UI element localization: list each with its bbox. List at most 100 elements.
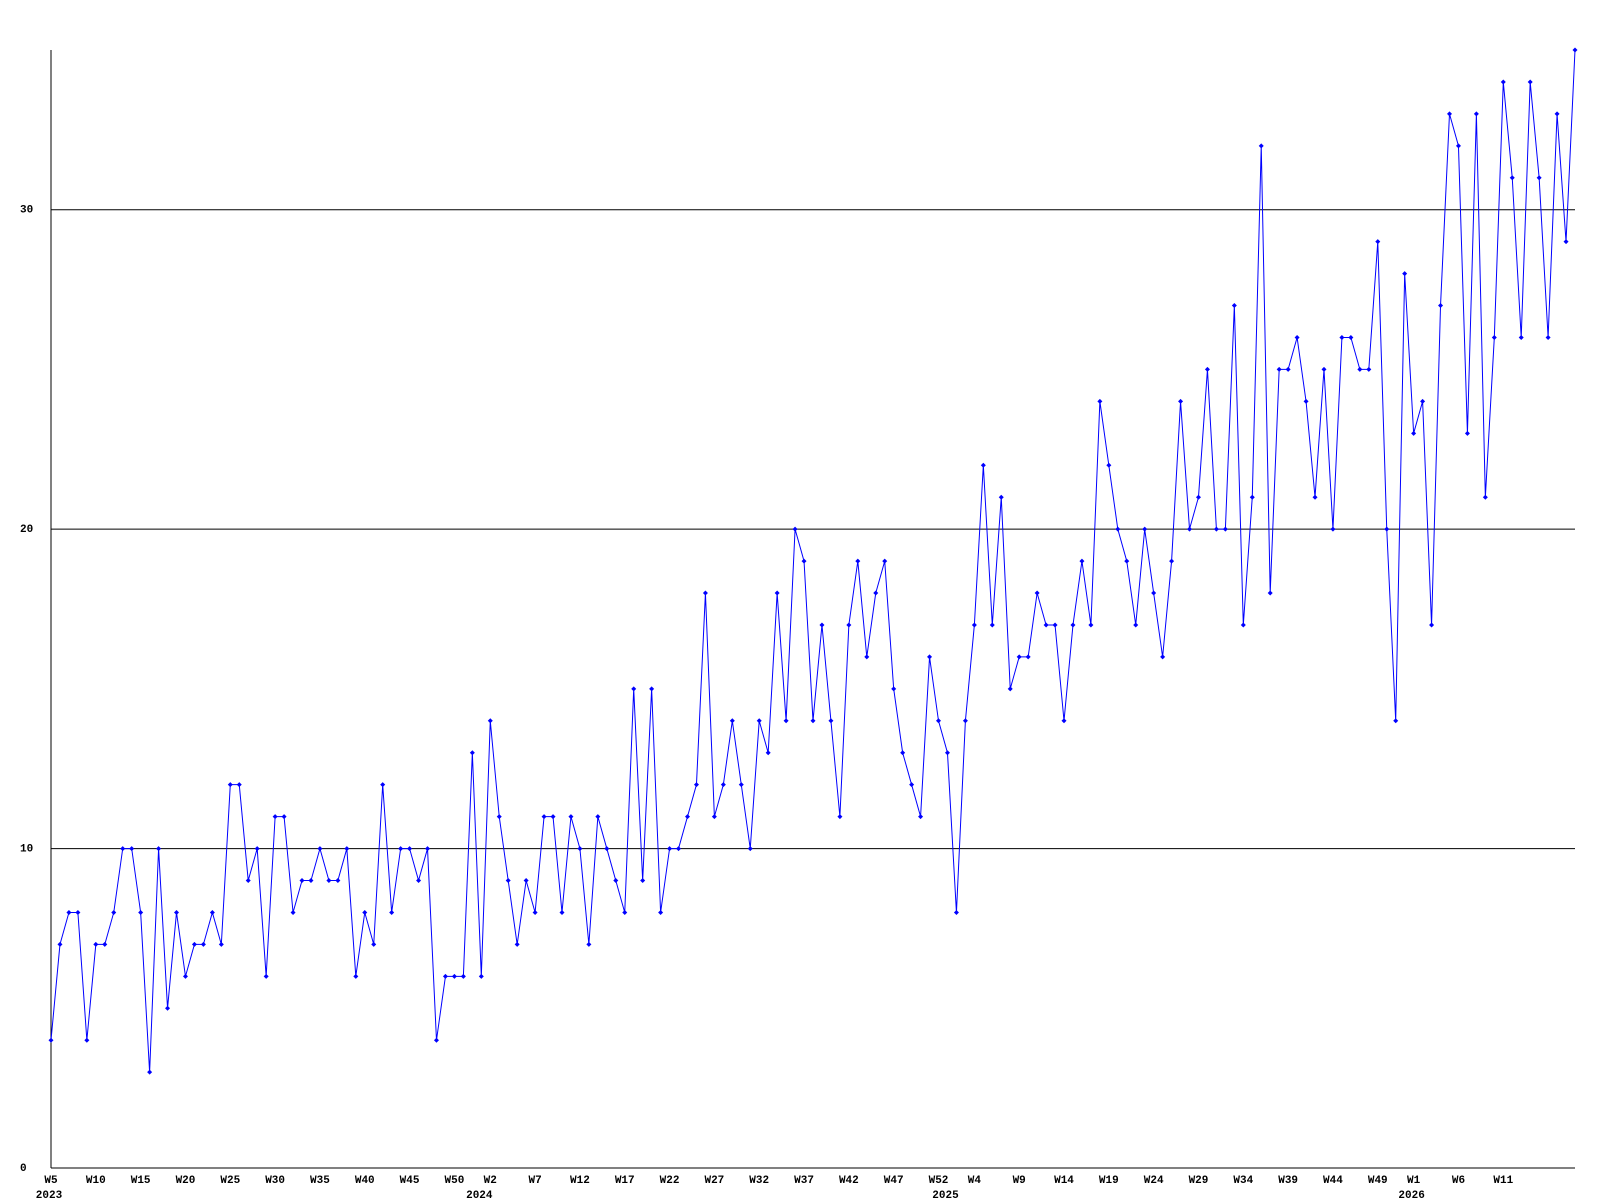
x-tick-label: W52 [929, 1175, 949, 1187]
data-point [1070, 622, 1076, 628]
data-point [1330, 526, 1336, 532]
x-tick-label: W22 [660, 1175, 680, 1187]
data-point [864, 654, 870, 660]
data-point [541, 814, 547, 820]
data-point [927, 654, 933, 660]
data-point [263, 973, 269, 979]
data-point [756, 718, 762, 724]
data-point [693, 782, 699, 788]
x-tick-label: W17 [615, 1175, 635, 1187]
data-point [147, 1069, 153, 1075]
data-point [120, 846, 126, 852]
data-point [1402, 271, 1408, 277]
data-point [738, 782, 744, 788]
data-point [344, 846, 350, 852]
data-point [1043, 622, 1049, 628]
data-point [1061, 718, 1067, 724]
data-point [792, 526, 798, 532]
x-tick-label: W32 [749, 1175, 769, 1187]
data-point [165, 1005, 171, 1011]
y-tick-label: 10 [20, 843, 33, 855]
data-point [998, 494, 1004, 500]
data-point [425, 846, 431, 852]
data-point [1446, 111, 1452, 117]
x-tick-label: W4 [968, 1175, 982, 1187]
data-point [649, 686, 655, 692]
data-point [971, 622, 977, 628]
data-point [1187, 526, 1193, 532]
data-point [774, 590, 780, 596]
x-tick-label: W24 [1144, 1175, 1164, 1187]
data-point [1007, 686, 1013, 692]
data-point [1527, 79, 1533, 85]
x-group-label: 2025 [932, 1190, 959, 1200]
data-point [550, 814, 556, 820]
data-point [855, 558, 861, 564]
data-point [371, 941, 377, 947]
data-point [1339, 334, 1345, 340]
data-point [1124, 558, 1130, 564]
data-point [1160, 654, 1166, 660]
data-point [66, 909, 72, 915]
data-point [138, 909, 144, 915]
data-point [944, 750, 950, 756]
data-point [1438, 303, 1444, 309]
data-point [1016, 654, 1022, 660]
data-point [182, 973, 188, 979]
data-point [846, 622, 852, 628]
data-point [496, 814, 502, 820]
x-tick-label: W25 [220, 1175, 240, 1187]
data-point [174, 909, 180, 915]
data-point [891, 686, 897, 692]
data-point [1088, 622, 1094, 628]
x-group-label: 2023 [36, 1190, 63, 1200]
x-tick-label: W37 [794, 1175, 814, 1187]
y-tick-label: 20 [20, 524, 33, 536]
x-tick-label: W15 [131, 1175, 151, 1187]
data-point [1151, 590, 1157, 596]
data-point [1204, 366, 1210, 372]
data-point [380, 782, 386, 788]
data-point [84, 1037, 90, 1043]
data-point [505, 878, 511, 884]
x-tick-label: W47 [884, 1175, 904, 1187]
data-point [389, 909, 395, 915]
data-point [1518, 334, 1524, 340]
data-point [702, 590, 708, 596]
data-point [335, 878, 341, 884]
data-point [272, 814, 278, 820]
data-point [586, 941, 592, 947]
x-tick-label: W6 [1452, 1175, 1465, 1187]
x-tick-label: W35 [310, 1175, 330, 1187]
data-point [667, 846, 673, 852]
x-tick-label: W11 [1493, 1175, 1513, 1187]
x-tick-label: W50 [445, 1175, 465, 1187]
data-point [747, 846, 753, 852]
x-tick-label: W19 [1099, 1175, 1119, 1187]
data-point [1420, 398, 1426, 404]
data-point [1473, 111, 1479, 117]
x-tick-label: W30 [265, 1175, 285, 1187]
data-point [523, 878, 529, 884]
data-point [604, 846, 610, 852]
x-tick-label: W44 [1323, 1175, 1343, 1187]
data-point [953, 909, 959, 915]
data-point [227, 782, 233, 788]
data-line [50, 49, 1576, 1073]
data-point [299, 878, 305, 884]
data-point [478, 973, 484, 979]
data-point [308, 878, 314, 884]
data-point [442, 973, 448, 979]
data-point [720, 782, 726, 788]
data-point [191, 941, 197, 947]
data-point [1169, 558, 1175, 564]
x-tick-label: W2 [484, 1175, 497, 1187]
x-tick-label: W45 [400, 1175, 420, 1187]
data-point [676, 846, 682, 852]
data-point [416, 878, 422, 884]
x-tick-label: W39 [1278, 1175, 1298, 1187]
data-point [102, 941, 108, 947]
x-tick-label: W29 [1189, 1175, 1209, 1187]
x-tick-label: W27 [704, 1175, 724, 1187]
